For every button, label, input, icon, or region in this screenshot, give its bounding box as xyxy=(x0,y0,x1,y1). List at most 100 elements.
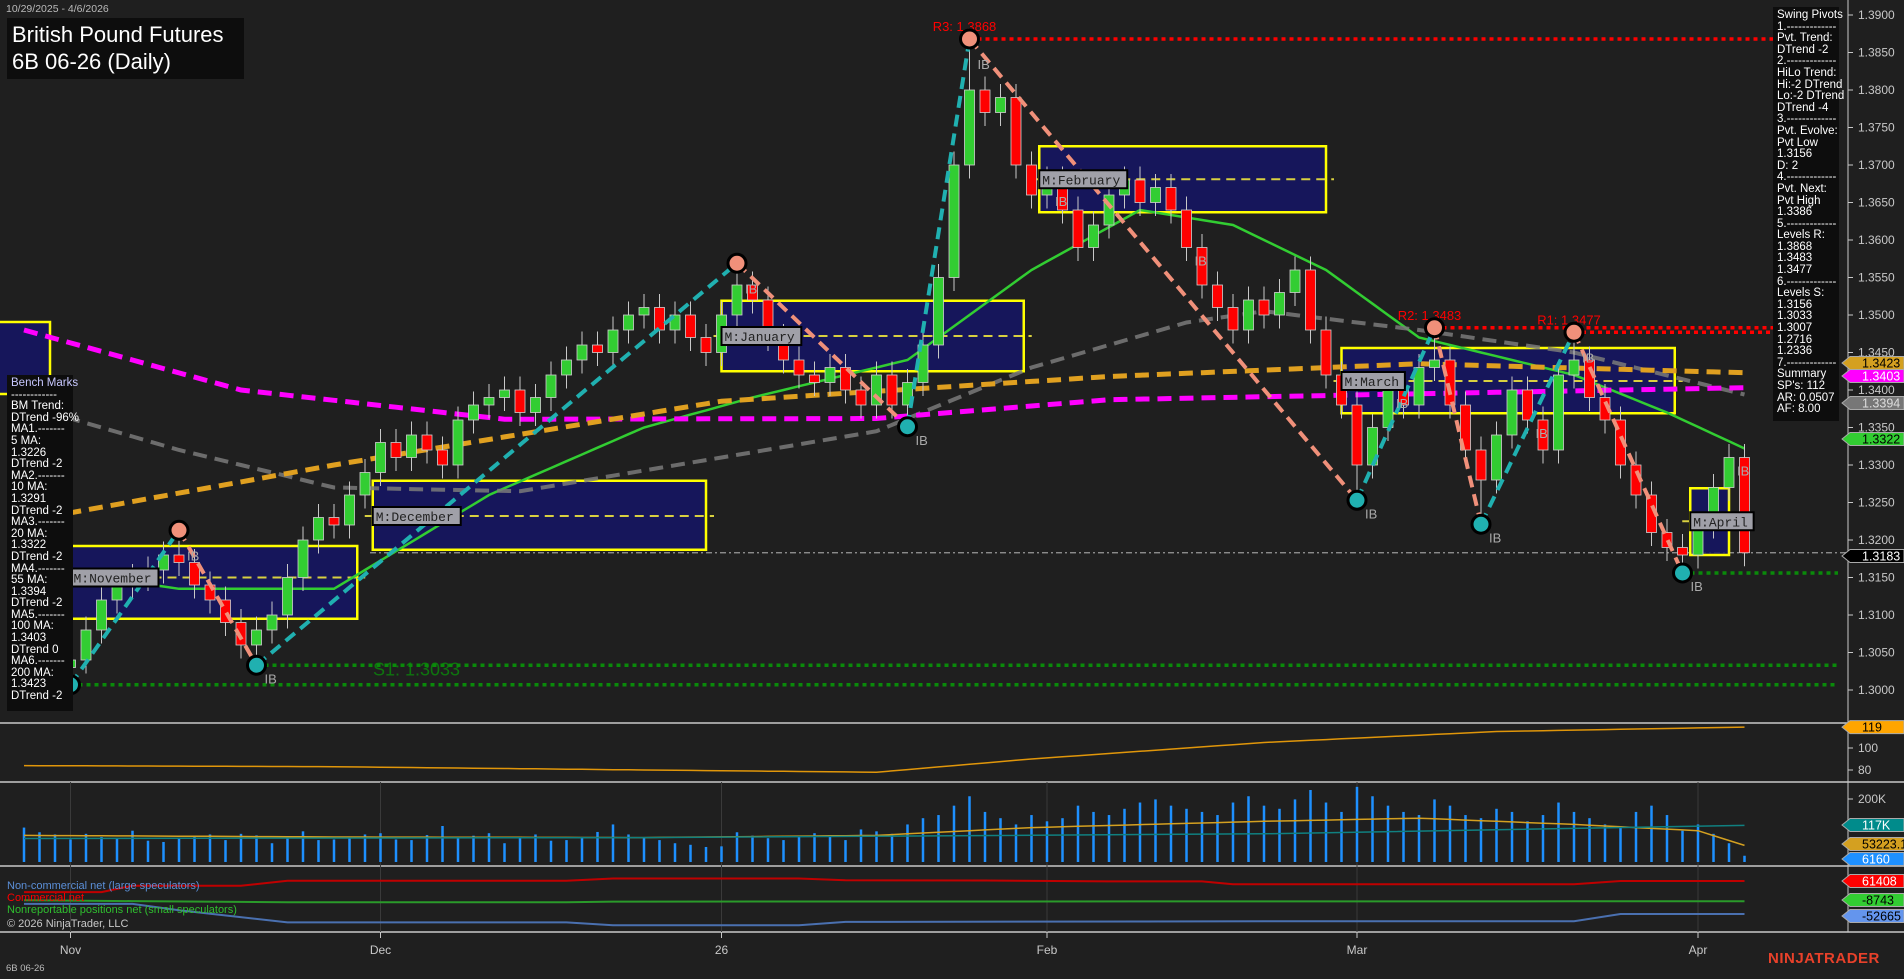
candle-up xyxy=(96,599,107,631)
ma55-price-tag-bg xyxy=(1841,396,1904,410)
candle-up xyxy=(1274,292,1285,316)
info-line: DTrend -2 xyxy=(11,550,63,563)
candle-down xyxy=(1739,457,1750,554)
chart-subtitle: 6B 06-26 (Daily) xyxy=(12,49,171,74)
candle-up xyxy=(375,442,386,473)
volume-average-tag-bg xyxy=(1841,837,1904,851)
candle-down xyxy=(1026,164,1037,196)
oscillator-value-tag: 119 xyxy=(1862,721,1882,735)
info-line: AR: 0.0507 xyxy=(1777,391,1835,404)
chart-title-box: British Pound Futures 6B 06-26 (Daily) xyxy=(7,18,244,79)
volume-average-tag: 53223.16 xyxy=(1862,838,1904,852)
y-tick-label: 1.3650 xyxy=(1858,196,1895,210)
candle-down xyxy=(592,344,603,353)
candle-down xyxy=(189,562,200,586)
swing-low-marker xyxy=(246,654,267,676)
ib-label: IB xyxy=(1582,350,1594,365)
candle-up xyxy=(576,344,588,361)
candle-down xyxy=(809,374,820,383)
cot-commercial-line xyxy=(24,877,1745,894)
candle-down xyxy=(390,442,402,458)
ib-label: IB xyxy=(187,548,199,563)
candle-up xyxy=(824,367,836,383)
info-line: 3.------------- xyxy=(1777,113,1837,126)
candle-down xyxy=(1181,209,1192,248)
candle-down xyxy=(1475,449,1487,481)
chart-title: British Pound Futures xyxy=(12,22,224,47)
candle-down xyxy=(1661,532,1673,548)
info-line: 1.3868 xyxy=(1777,240,1813,253)
monthly-range-label: M:February xyxy=(1042,173,1120,188)
monthly-range-label: M:November xyxy=(74,572,152,587)
info-line: MA3.------- xyxy=(11,516,65,529)
swing-high-marker xyxy=(1563,321,1585,343)
ib-label: IB xyxy=(1055,194,1067,209)
ma20-price-tag-bg xyxy=(1841,432,1904,446)
candle-up xyxy=(1491,434,1502,481)
info-line: 1.3007 xyxy=(1777,322,1813,335)
candle-down xyxy=(979,89,991,113)
swing-up-leg xyxy=(1355,326,1437,502)
candle-up xyxy=(1289,269,1301,293)
info-line: MA1.------- xyxy=(11,423,65,436)
candle-up xyxy=(1506,389,1518,436)
candle-down xyxy=(1196,247,1208,286)
info-line: 1.3156 xyxy=(1777,148,1813,161)
candle-up xyxy=(871,374,882,406)
y-tick-label: 1.3150 xyxy=(1858,571,1895,585)
candle-up xyxy=(607,329,619,353)
monthly-range-label: M:December xyxy=(376,510,454,525)
candle-down xyxy=(1165,187,1177,211)
candle-down xyxy=(1320,329,1332,376)
candle-up xyxy=(468,404,479,421)
candle-up xyxy=(251,629,262,646)
pivot-level-label: S1: 1.3033 xyxy=(373,659,460,679)
cot-commercial-tag-bg xyxy=(1841,874,1904,888)
info-line: MA5.------- xyxy=(11,608,65,621)
ib-label: IB xyxy=(1396,396,1408,411)
monthly-range-label: M:March xyxy=(1345,375,1400,390)
price-panel: R3: 1.3868 R2: 1.3483 R1: 1.3477 S1: 1.3033… xyxy=(0,19,1848,696)
swing-up-leg xyxy=(905,38,972,428)
info-line: DTrend -2 xyxy=(11,597,63,610)
y-tick-label: 1.3750 xyxy=(1858,121,1895,135)
x-tick-label: Nov xyxy=(60,943,81,957)
candle-down xyxy=(886,374,898,406)
candle-up xyxy=(638,307,650,316)
candle-down xyxy=(421,434,433,451)
info-line: Hi:-2 DTrend xyxy=(1777,78,1843,91)
info-line: 20 MA: xyxy=(11,527,48,540)
swing-up-leg xyxy=(68,529,181,686)
candle-down xyxy=(1584,359,1595,398)
y-tick-label: 1.3400 xyxy=(1858,383,1895,397)
info-line: 1.3483 xyxy=(1777,252,1813,265)
y-tick-label: 1.3050 xyxy=(1858,646,1895,660)
candle-up xyxy=(902,382,913,406)
info-line: 1.------------- xyxy=(1777,20,1837,33)
info-line: Levels S: xyxy=(1777,287,1825,300)
cot-large-line xyxy=(24,902,1745,927)
swing-down-leg xyxy=(177,529,259,667)
info-line: 55 MA: xyxy=(11,574,48,587)
date-range: 10/29/2025 - 4/6/2026 xyxy=(6,3,109,15)
candle-down xyxy=(235,622,247,646)
monthly-range-label-bg xyxy=(371,506,462,526)
info-line: 1.2336 xyxy=(1777,345,1813,358)
y-tick-label: 1.3900 xyxy=(1858,8,1895,22)
info-line: Lo:-2 DTrend xyxy=(1777,90,1845,103)
y-tick-label: 1.3350 xyxy=(1858,421,1895,435)
info-line: BM Trend: xyxy=(11,400,65,413)
monthly-range-label-bg xyxy=(1340,371,1406,391)
candle-up xyxy=(995,97,1006,113)
ma55-price-tag: 1.3394 xyxy=(1862,397,1900,411)
candle-up xyxy=(313,517,324,541)
pivot-level-label: R2: 1.3483 xyxy=(1398,308,1462,323)
swing-low-marker xyxy=(1470,513,1492,535)
candle-up xyxy=(1568,359,1580,376)
cot-large-tag-bg xyxy=(1841,909,1904,923)
moving-average-line xyxy=(23,309,1745,494)
candle-up xyxy=(499,389,510,398)
volume-tick-label: 200K xyxy=(1858,792,1886,806)
candle-up xyxy=(545,374,557,398)
